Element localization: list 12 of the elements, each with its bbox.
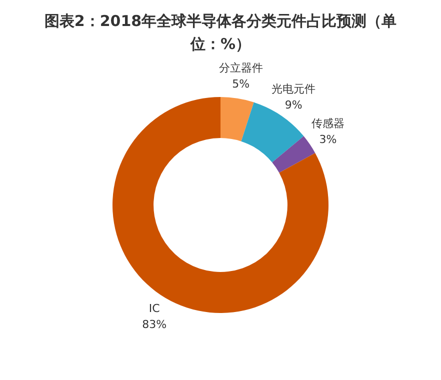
slice-label: 光电元件 <box>272 82 316 96</box>
donut-slice <box>220 97 254 142</box>
data-label: 5% <box>232 78 250 91</box>
slice-label: 分立器件 <box>218 62 263 75</box>
slice-label: IC <box>148 302 160 315</box>
data-label: 3% <box>319 132 337 146</box>
donut-slice <box>272 136 316 173</box>
slice-label: 传感器 <box>312 116 345 130</box>
data-label: 83% <box>142 318 167 331</box>
donut-slice <box>241 102 304 162</box>
data-label: 9% <box>284 98 302 112</box>
chart-title: 图表2：2018年全球半导体各分类元件占比预测（单位：%） <box>43 11 398 54</box>
